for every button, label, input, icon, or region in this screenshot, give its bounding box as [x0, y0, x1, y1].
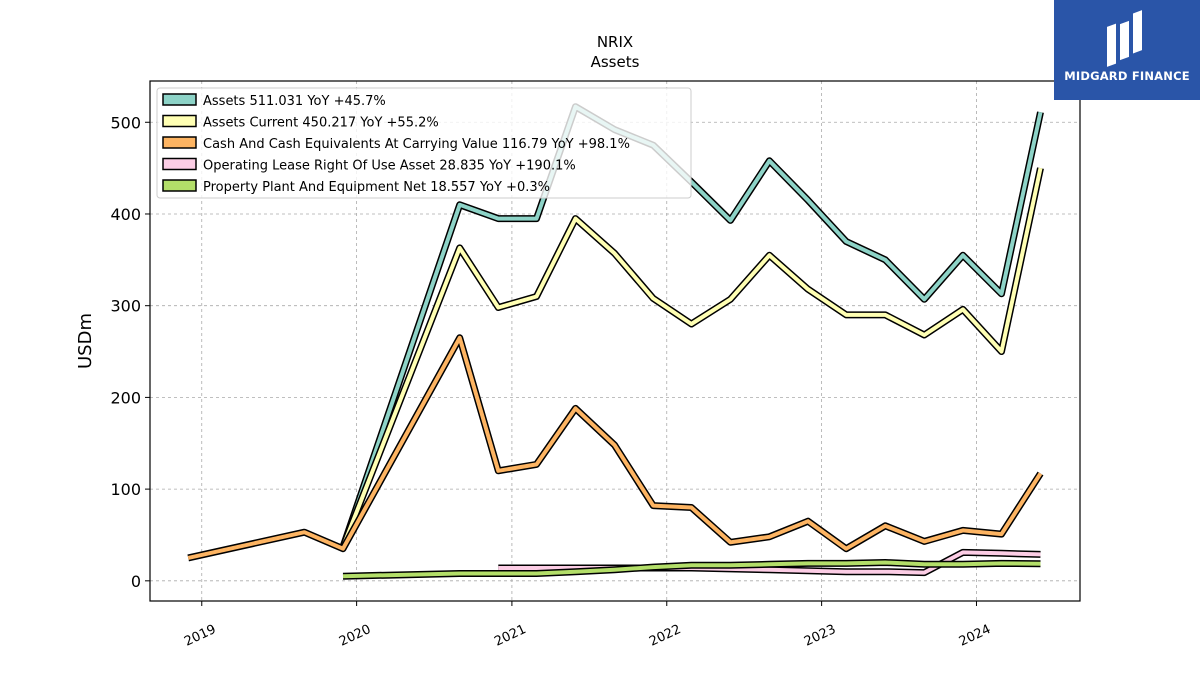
series-line-1 — [339, 167, 1044, 549]
legend-swatch — [162, 179, 197, 192]
series-stroke — [187, 335, 1043, 560]
y-tick-label: 500 — [110, 113, 141, 132]
series-stroke — [342, 560, 1041, 579]
legend-box — [156, 87, 692, 199]
legend: Assets 511.031 YoY +45.7% Assets Current … — [156, 87, 692, 199]
series-line-4 — [342, 559, 1041, 580]
y-tick-label: 0 — [131, 572, 141, 591]
plot-frame — [149, 80, 1081, 602]
legend-label: Cash And Cash Equivalents At Carrying Va… — [203, 137, 630, 152]
series-line-2 — [187, 334, 1044, 562]
y-tick-label: 200 — [110, 388, 141, 407]
chart-title: NRIX — [597, 33, 633, 51]
legend-swatch — [162, 114, 197, 128]
legend-label: Assets Current 450.217 YoY +55.2% — [203, 116, 439, 131]
y-axis-label: USDm — [75, 313, 96, 369]
y-tick-label: 100 — [110, 480, 141, 499]
series-line-0 — [339, 103, 1044, 549]
y-tick-label: 300 — [110, 297, 141, 316]
legend-swatch — [162, 136, 197, 149]
legend-swatch — [162, 93, 197, 106]
series-stroke — [341, 104, 1043, 548]
legend-item: Assets 511.031 YoY +45.7% — [162, 93, 386, 109]
series-stroke — [341, 167, 1043, 548]
chart-subtitle: Assets — [591, 53, 640, 71]
legend-label: Operating Lease Right Of Use Asset 28.83… — [203, 159, 576, 174]
logo-mark-icon — [1107, 10, 1142, 67]
legend-item: Assets Current 450.217 YoY +55.2% — [162, 114, 439, 131]
legend-label: Property Plant And Equipment Net 18.557 … — [203, 180, 550, 195]
brand-logo: MIDGARD FINANCE — [1054, 0, 1200, 100]
legend-item: Cash And Cash Equivalents At Carrying Va… — [162, 136, 630, 152]
y-axis: 0 100 200 300 400 500 — [110, 113, 150, 591]
legend-item: Property Plant And Equipment Net 18.557 … — [162, 179, 550, 195]
y-tick-label: 400 — [110, 205, 141, 224]
series-lines — [187, 103, 1044, 580]
logo-text: MIDGARD FINANCE — [1064, 69, 1190, 83]
legend-item: Operating Lease Right Of Use Asset 28.83… — [162, 157, 576, 174]
legend-swatch — [162, 157, 197, 171]
legend-label: Assets 511.031 YoY +45.7% — [203, 94, 386, 109]
